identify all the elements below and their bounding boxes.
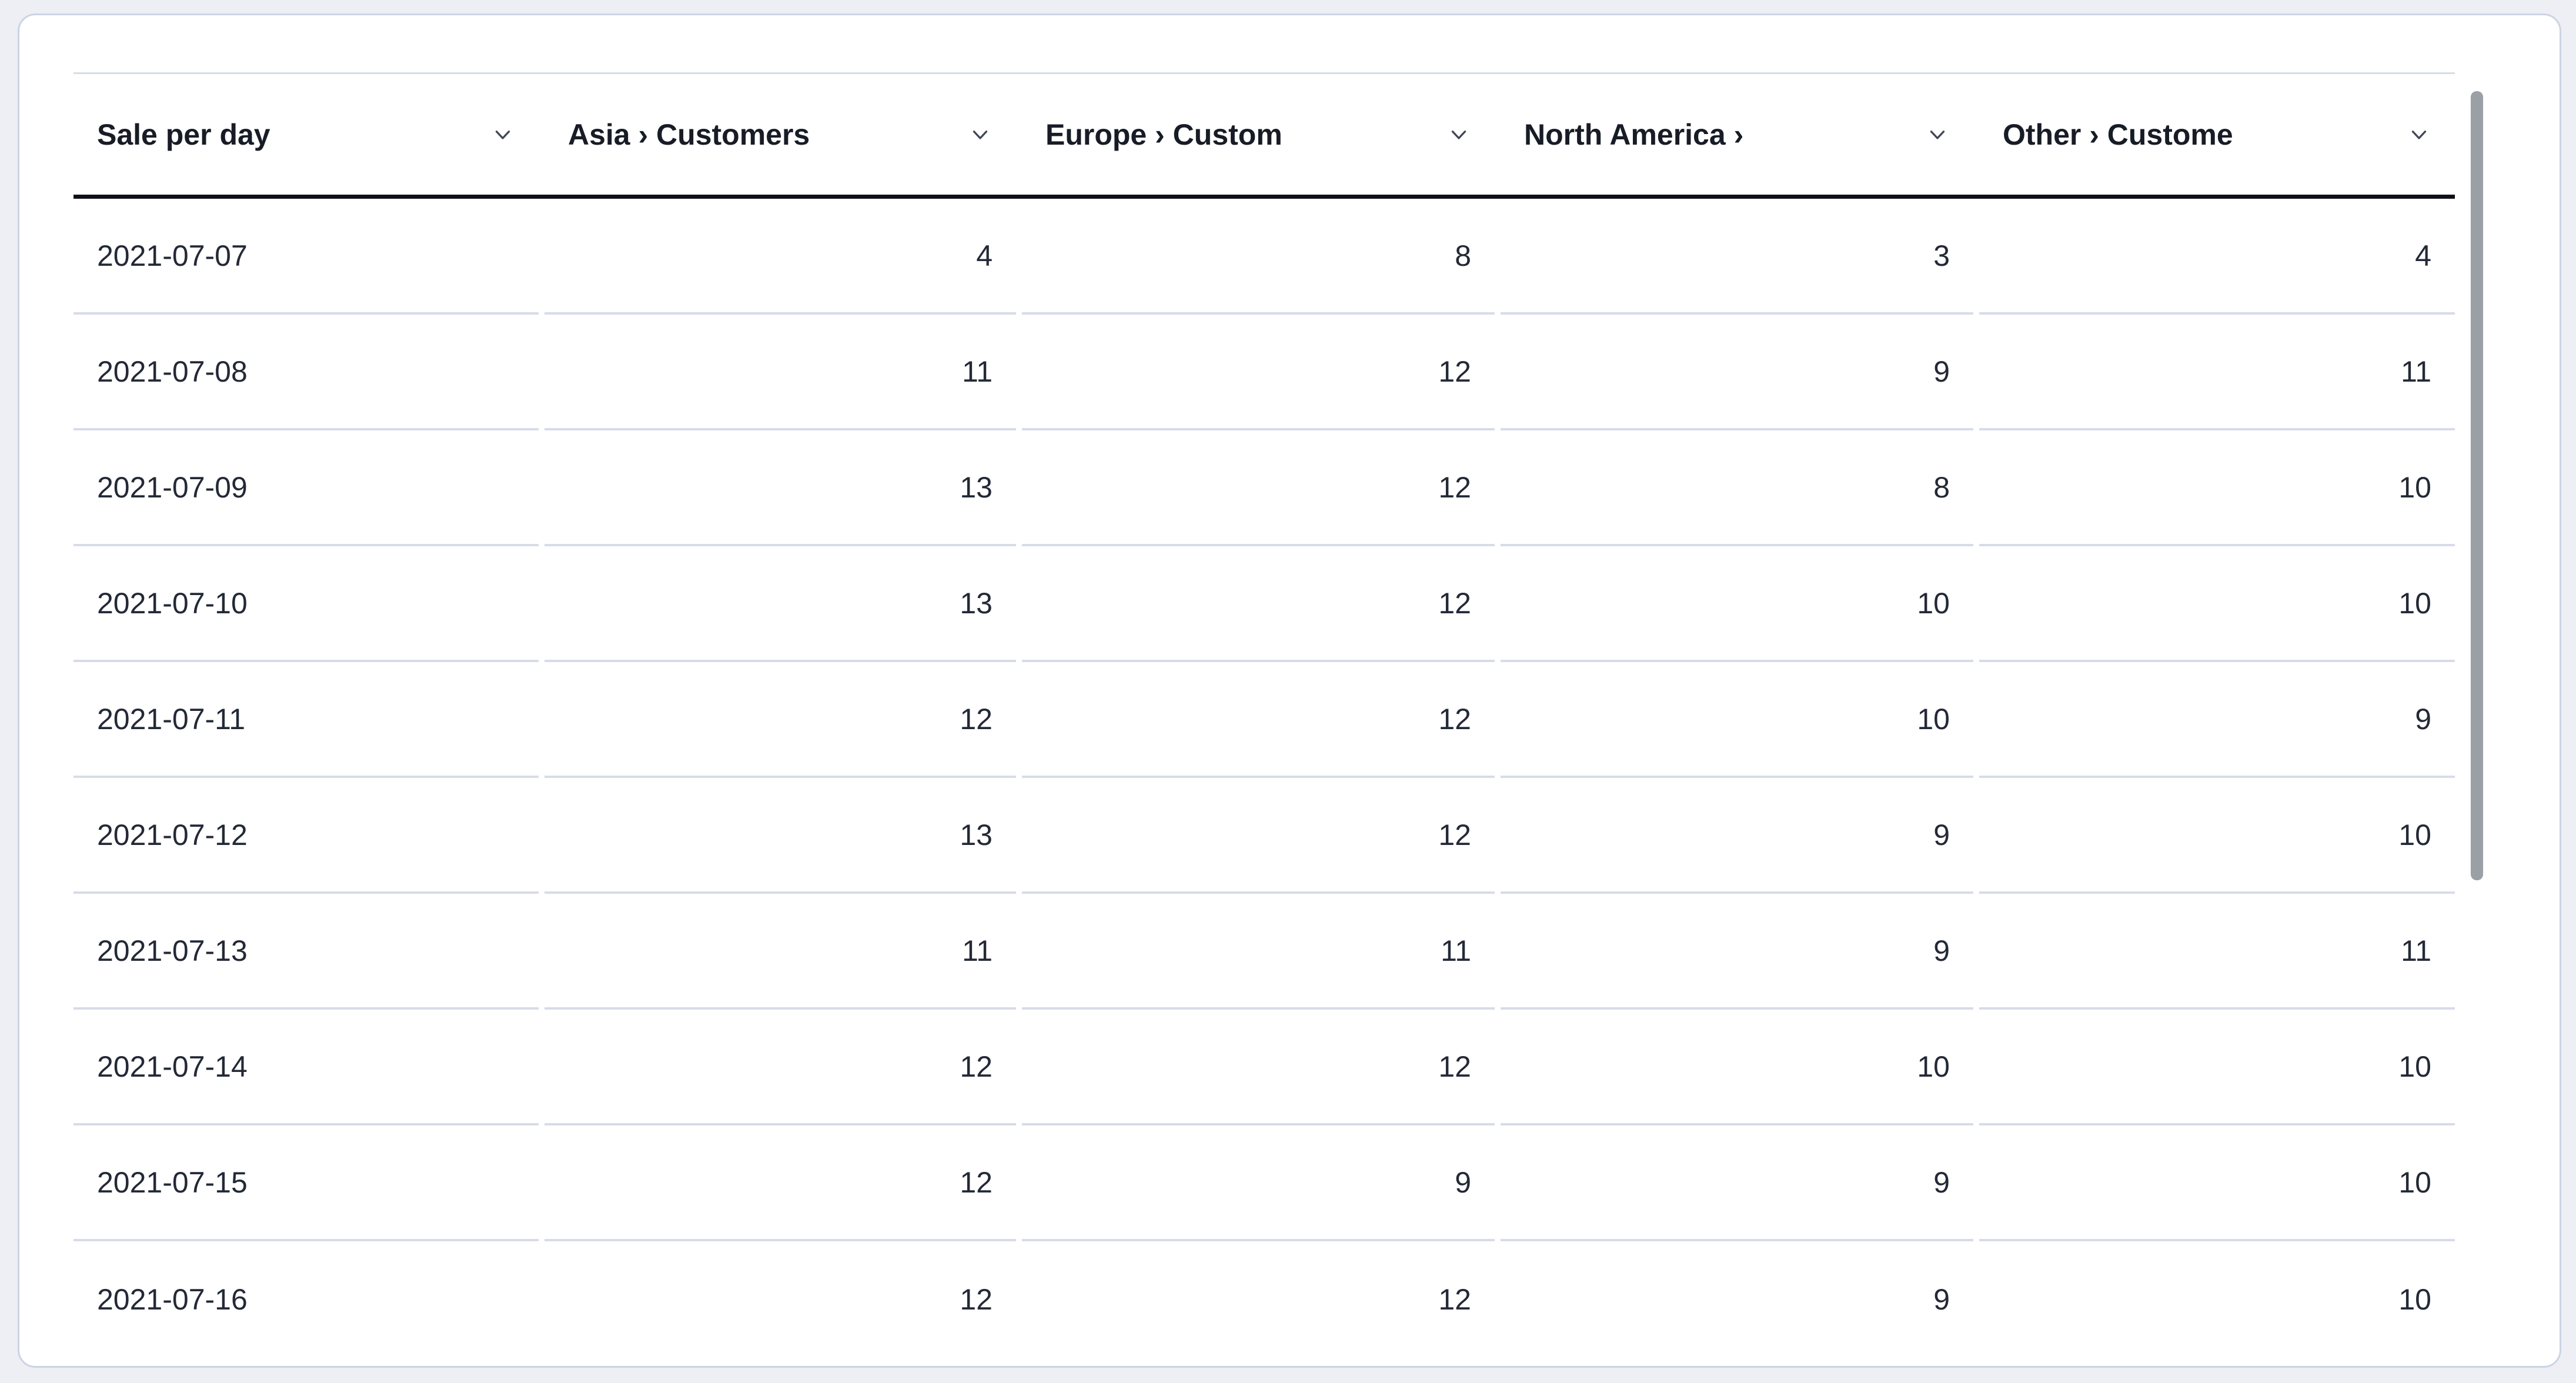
value-cell: 12 xyxy=(1022,778,1495,894)
column-header-other-customers[interactable]: Other › Custome xyxy=(1979,74,2455,195)
value-cell: 9 xyxy=(1501,1125,1973,1241)
value-cell: 12 xyxy=(544,662,1016,778)
table-row[interactable]: 2021-07-15 12 9 9 10 xyxy=(73,1125,2455,1241)
table-row[interactable]: 2021-07-10 13 12 10 10 xyxy=(73,546,2455,662)
value-cell: 10 xyxy=(1501,1010,1973,1125)
value-cell: 11 xyxy=(1022,894,1495,1010)
value-cell: 12 xyxy=(1022,546,1495,662)
table-row[interactable]: 2021-07-13 11 11 9 11 xyxy=(73,894,2455,1010)
value-cell: 3 xyxy=(1501,199,1973,315)
chevron-down-icon[interactable] xyxy=(482,122,515,147)
table-card: Sale per day Asia › Customers Europe › C… xyxy=(18,14,2561,1368)
value-cell: 10 xyxy=(1979,546,2455,662)
column-header-label: Asia › Customers xyxy=(568,118,810,151)
column-header-europe-customers[interactable]: Europe › Custom xyxy=(1022,74,1495,195)
column-header-label: Europe › Custom xyxy=(1045,118,1282,151)
chevron-down-icon[interactable] xyxy=(960,122,993,147)
value-cell: 10 xyxy=(1501,546,1973,662)
value-cell: 11 xyxy=(544,894,1016,1010)
value-cell: 12 xyxy=(544,1010,1016,1125)
date-cell: 2021-07-09 xyxy=(73,430,539,546)
value-cell: 13 xyxy=(544,430,1016,546)
table-body: 2021-07-07 4 8 3 4 2021-07-08 11 12 9 11… xyxy=(73,199,2455,1357)
column-header-sale-per-day[interactable]: Sale per day xyxy=(73,74,539,195)
value-cell: 13 xyxy=(544,778,1016,894)
date-cell: 2021-07-16 xyxy=(97,1282,248,1316)
table-row[interactable]: 2021-07-11 12 12 10 9 xyxy=(73,662,2455,778)
value-cell: 12 xyxy=(960,1282,993,1316)
chevron-down-icon[interactable] xyxy=(1917,122,1950,147)
table-row[interactable]: 2021-07-07 4 8 3 4 xyxy=(73,199,2455,315)
date-cell: 2021-07-07 xyxy=(73,199,539,315)
value-cell: 10 xyxy=(1979,1010,2455,1125)
value-cell: 10 xyxy=(1501,662,1973,778)
value-cell: 8 xyxy=(1501,430,1973,546)
value-cell: 13 xyxy=(544,546,1016,662)
table-row[interactable]: 2021-07-14 12 12 10 10 xyxy=(73,1010,2455,1125)
date-cell: 2021-07-11 xyxy=(73,662,539,778)
value-cell: 10 xyxy=(2398,1282,2431,1316)
value-cell: 9 xyxy=(1979,662,2455,778)
value-cell: 11 xyxy=(544,315,1016,430)
value-cell: 10 xyxy=(1979,778,2455,894)
value-cell: 9 xyxy=(1933,1282,1950,1316)
chevron-down-icon[interactable] xyxy=(1438,122,1471,147)
scrollbar-thumb[interactable] xyxy=(2471,91,2483,880)
value-cell: 12 xyxy=(1022,662,1495,778)
column-header-asia-customers[interactable]: Asia › Customers xyxy=(544,74,1016,195)
value-cell: 4 xyxy=(1979,199,2455,315)
value-cell: 10 xyxy=(1979,430,2455,546)
value-cell: 9 xyxy=(1501,315,1973,430)
value-cell: 11 xyxy=(1979,894,2455,1010)
value-cell: 9 xyxy=(1022,1125,1495,1241)
vertical-scrollbar[interactable] xyxy=(2471,91,2483,1366)
value-cell: 12 xyxy=(1022,1010,1495,1125)
column-header-label: Other › Custome xyxy=(2003,118,2233,151)
chevron-down-icon[interactable] xyxy=(2398,122,2431,147)
value-cell: 4 xyxy=(544,199,1016,315)
value-cell: 10 xyxy=(1979,1125,2455,1241)
value-cell: 9 xyxy=(1501,778,1973,894)
date-cell: 2021-07-10 xyxy=(73,546,539,662)
value-cell: 12 xyxy=(544,1125,1016,1241)
table-row[interactable]: 2021-07-08 11 12 9 11 xyxy=(73,315,2455,430)
date-cell: 2021-07-14 xyxy=(73,1010,539,1125)
table-row[interactable]: 2021-07-16 12 12 9 10 xyxy=(73,1241,2455,1357)
value-cell: 12 xyxy=(1438,1282,1471,1316)
table-row[interactable]: 2021-07-12 13 12 9 10 xyxy=(73,778,2455,894)
date-cell: 2021-07-13 xyxy=(73,894,539,1010)
value-cell: 8 xyxy=(1022,199,1495,315)
value-cell: 9 xyxy=(1501,894,1973,1010)
value-cell: 12 xyxy=(1022,315,1495,430)
value-cell: 12 xyxy=(1022,430,1495,546)
date-cell: 2021-07-12 xyxy=(73,778,539,894)
column-header-north-america-customers[interactable]: North America › xyxy=(1501,74,1973,195)
date-cell: 2021-07-15 xyxy=(73,1125,539,1241)
table-header-row: Sale per day Asia › Customers Europe › C… xyxy=(73,72,2455,199)
data-table: Sale per day Asia › Customers Europe › C… xyxy=(73,72,2455,1357)
date-cell: 2021-07-08 xyxy=(73,315,539,430)
value-cell: 11 xyxy=(1979,315,2455,430)
column-header-label: Sale per day xyxy=(97,118,270,151)
column-header-label: North America › xyxy=(1524,118,1744,151)
table-row[interactable]: 2021-07-09 13 12 8 10 xyxy=(73,430,2455,546)
